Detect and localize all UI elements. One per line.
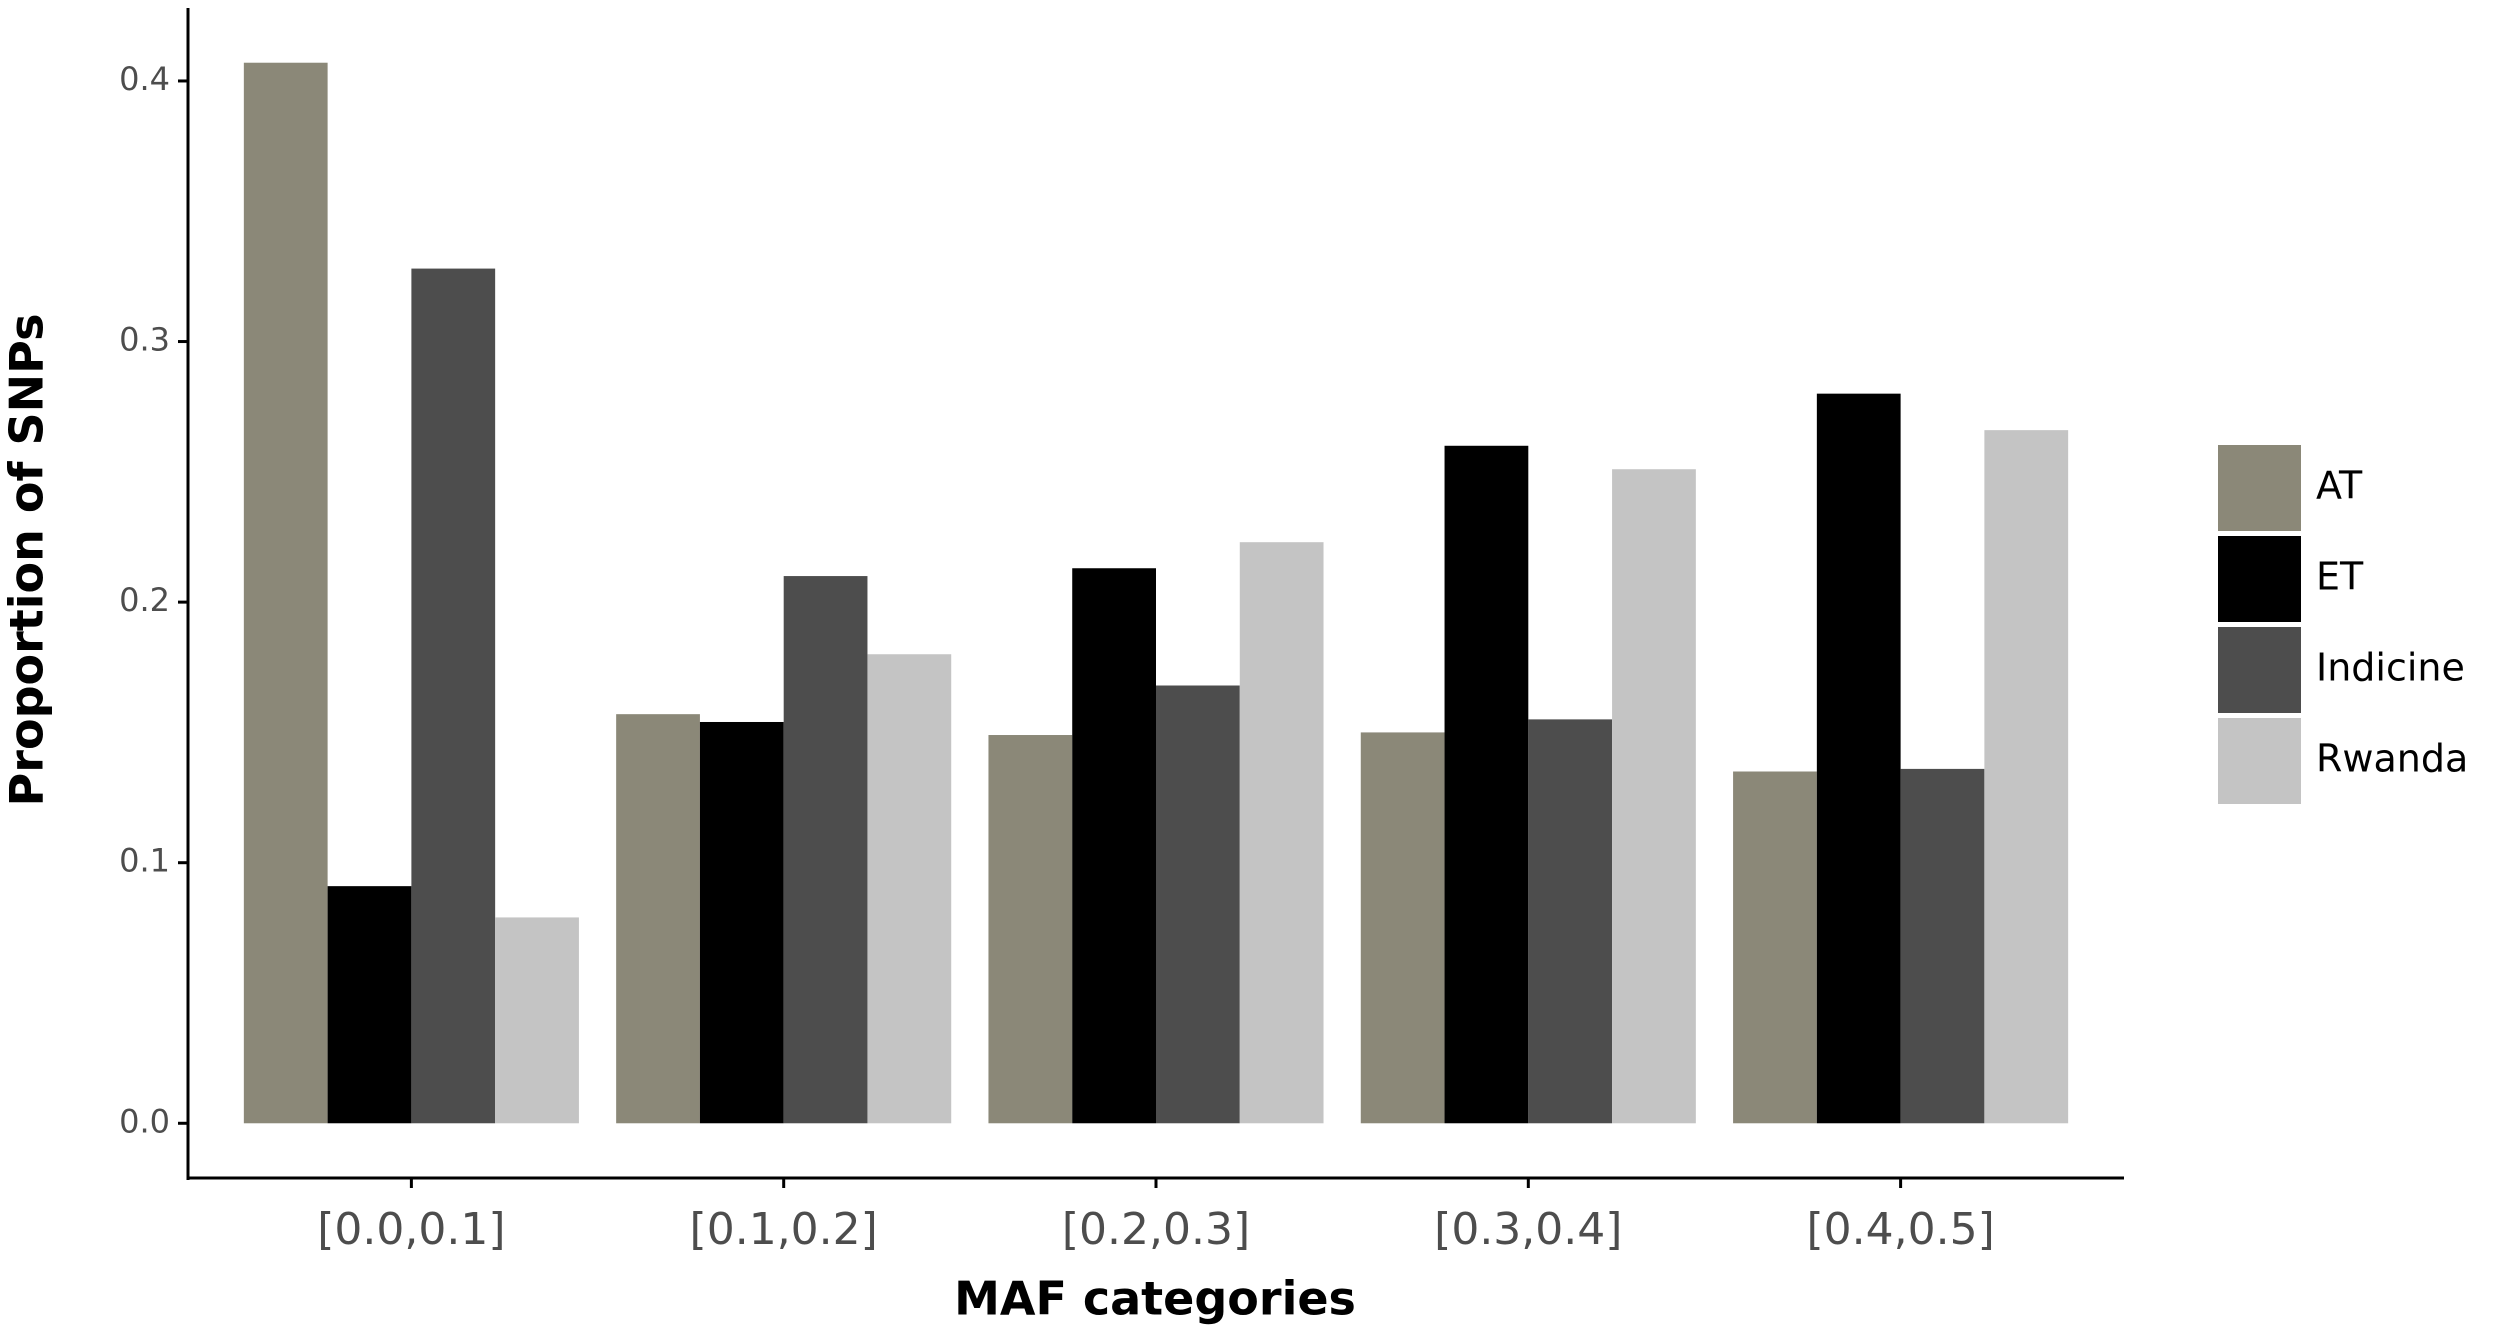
bar bbox=[1360, 732, 1445, 1124]
bar bbox=[1156, 685, 1240, 1124]
legend-label: Indicine bbox=[2316, 646, 2465, 690]
legend-key bbox=[2218, 445, 2301, 531]
bar bbox=[988, 735, 1073, 1124]
x-axis-title: MAF categories bbox=[954, 1272, 1356, 1326]
legend-label: AT bbox=[2316, 464, 2363, 508]
legend-label: Rwanda bbox=[2316, 737, 2468, 781]
y-tick-label: 0.1 bbox=[119, 842, 170, 880]
bar bbox=[1900, 768, 1985, 1124]
y-tick-label: 0.0 bbox=[119, 1102, 170, 1140]
y-tick-label: 0.3 bbox=[119, 321, 170, 359]
y-tick-label: 0.2 bbox=[119, 581, 170, 619]
bar bbox=[243, 62, 328, 1124]
bar bbox=[1072, 568, 1156, 1124]
bar bbox=[1816, 393, 1901, 1124]
x-tick-label: [0.3,0.4] bbox=[1434, 1204, 1622, 1255]
x-tick-label: [0.2,0.3] bbox=[1062, 1204, 1250, 1255]
bar bbox=[327, 886, 412, 1124]
bar bbox=[783, 576, 868, 1124]
legend-key bbox=[2218, 718, 2301, 804]
bar bbox=[411, 268, 496, 1124]
x-tick-label: [0.4,0.5] bbox=[1806, 1204, 1994, 1255]
bar bbox=[1733, 771, 1817, 1124]
bar bbox=[699, 721, 784, 1124]
bar bbox=[495, 917, 579, 1124]
legend-key bbox=[2218, 627, 2301, 713]
y-axis-title: Proportion of SNPs bbox=[0, 314, 54, 807]
bar bbox=[1612, 469, 1696, 1124]
bar bbox=[1239, 542, 1324, 1124]
y-tick-label: 0.4 bbox=[119, 60, 170, 98]
bar bbox=[616, 714, 700, 1124]
bar bbox=[1984, 430, 2069, 1124]
x-tick-label: [0.0,0.1] bbox=[317, 1204, 505, 1255]
legend-label: ET bbox=[2316, 555, 2364, 599]
bar bbox=[1528, 719, 1613, 1124]
x-tick-label: [0.1,0.2] bbox=[690, 1204, 878, 1255]
bar bbox=[1444, 445, 1529, 1124]
legend-key bbox=[2218, 536, 2301, 622]
bar bbox=[867, 654, 952, 1124]
